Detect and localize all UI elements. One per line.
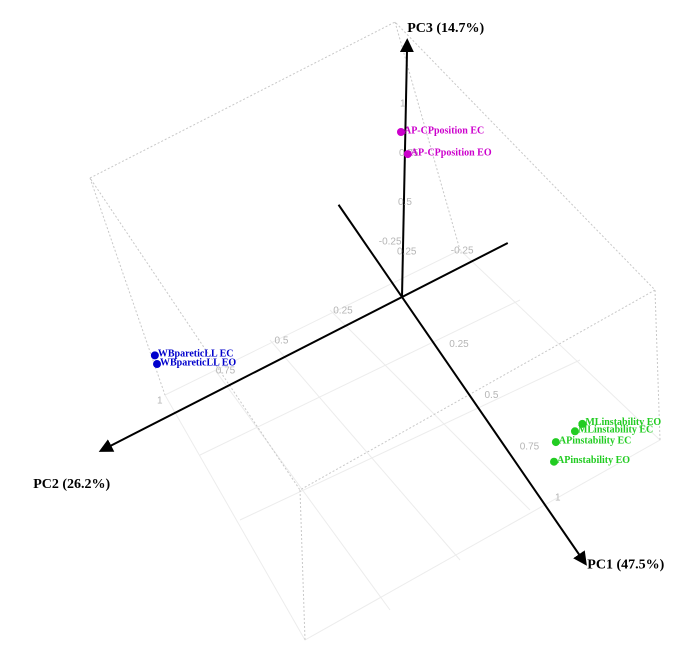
y-tick-label: 1 — [157, 396, 163, 407]
x-tick-label: 1 — [555, 493, 561, 504]
x-tick-label: 0.75 — [520, 441, 540, 452]
z-tick-label: 0.25 — [397, 246, 417, 257]
x-tick-label: 0.5 — [485, 390, 499, 401]
x-axis-label: PC1 (47.5%) — [587, 558, 664, 573]
y-tick-label: 0.5 — [275, 336, 289, 347]
bounding-box — [89, 21, 661, 641]
data-point — [153, 360, 162, 369]
z-tick-label: 0.5 — [398, 197, 412, 208]
axis-line — [399, 38, 414, 298]
data-point — [396, 128, 405, 137]
data-point — [403, 150, 412, 159]
z-axis-label: PC3 (14.7%) — [407, 21, 484, 36]
axis-line — [337, 204, 587, 566]
x-tick-label: -0.25 — [379, 236, 402, 247]
y-tick-label: 0.25 — [333, 306, 353, 317]
z-tick-label: 1 — [400, 99, 406, 110]
data-point — [150, 351, 159, 360]
y-tick-label: 0.75 — [216, 366, 236, 377]
point-label: WBpareticLL EC — [158, 349, 234, 360]
y-tick-label: -0.25 — [451, 246, 474, 257]
point-label: AP-CPposition EO — [411, 147, 492, 158]
floor-grid — [164, 249, 661, 641]
point-label: APinstability EO — [557, 455, 630, 466]
data-point — [550, 457, 559, 466]
x-tick-label: 0.25 — [449, 339, 469, 350]
point-label: AP-CPposition EC — [404, 125, 484, 136]
axis-line — [98, 242, 509, 452]
data-point — [551, 438, 560, 447]
point-label: APinstability EC — [559, 435, 632, 446]
point-label: MLinstability EC — [578, 425, 653, 436]
y-axis-label: PC2 (26.2%) — [33, 477, 110, 492]
data-point — [578, 419, 587, 428]
data-point — [570, 427, 579, 436]
point-label: WBpareticLL EO — [160, 357, 236, 368]
point-label: MLinstability EO — [585, 417, 661, 428]
